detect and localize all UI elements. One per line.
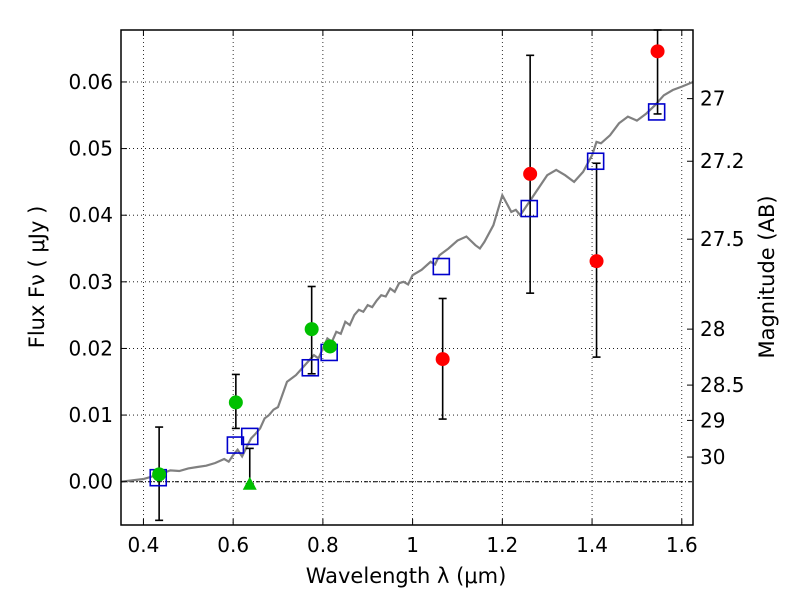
- model-spectrum-line: [120, 80, 694, 483]
- right-tick-label: 27: [700, 87, 725, 111]
- right-tick-label: 29: [700, 408, 725, 432]
- y-axis-ticks: 0.00 0.01 0.02 0.03 0.04 0.05 0.06: [68, 70, 127, 494]
- right-axis-label: Magnitude (AB): [755, 195, 779, 358]
- square-marker: [647, 103, 666, 121]
- y-axis-label: Flux Fν ( μJy ): [25, 206, 49, 349]
- x-tick-label: 1.4: [576, 533, 608, 557]
- y-tick-label: 0.02: [68, 336, 113, 360]
- red-circle-marker: [523, 166, 538, 181]
- x-axis-ticks: 0.4 0.6 0.8 1 1.2 1.4 1.6: [128, 30, 698, 557]
- x-tick-label: 1: [406, 533, 419, 557]
- x-tick-label: 1.6: [666, 533, 698, 557]
- red-circle-marker: [650, 44, 665, 59]
- model-spectrum: [120, 80, 694, 483]
- red-circle-marker: [589, 254, 604, 269]
- green-circle-marker: [304, 322, 319, 337]
- square-marker: [240, 427, 259, 446]
- green-circle-marker: [152, 467, 167, 482]
- right-axis-ticks: 27 27.2 27.5 28 28.5 29 30: [687, 87, 745, 469]
- right-tick-label: 28.5: [700, 373, 745, 397]
- y-tick-label: 0.00: [68, 470, 113, 494]
- square-marker: [586, 152, 605, 171]
- grid-lines: [121, 30, 693, 525]
- plot-background: [121, 30, 693, 525]
- x-tick-label: 0.4: [128, 533, 160, 557]
- y-tick-label: 0.06: [68, 70, 113, 94]
- y-tick-label: 0.04: [68, 203, 113, 227]
- right-tick-label: 27.2: [700, 149, 745, 173]
- square-marker: [432, 257, 451, 276]
- plot-frame: [120, 29, 694, 526]
- x-tick-label: 0.6: [217, 533, 249, 557]
- y-tick-label: 0.03: [68, 270, 113, 294]
- green-circle-marker: [228, 395, 243, 410]
- right-tick-label: 27.5: [700, 227, 745, 251]
- green-triangle-marker: [242, 476, 257, 490]
- right-tick-label: 28: [700, 317, 725, 341]
- right-tick-label: 30: [700, 445, 725, 469]
- y-tick-label: 0.05: [68, 137, 113, 161]
- x-axis-label: Wavelength λ (μm): [306, 564, 507, 588]
- data-markers: [149, 44, 666, 490]
- x-tick-label: 1.2: [486, 533, 518, 557]
- red-circle-marker: [435, 352, 450, 367]
- square-marker: [301, 358, 320, 377]
- x-tick-label: 0.8: [307, 533, 339, 557]
- y-tick-label: 0.01: [68, 403, 113, 427]
- square-marker: [520, 199, 539, 218]
- green-circle-marker: [323, 339, 338, 354]
